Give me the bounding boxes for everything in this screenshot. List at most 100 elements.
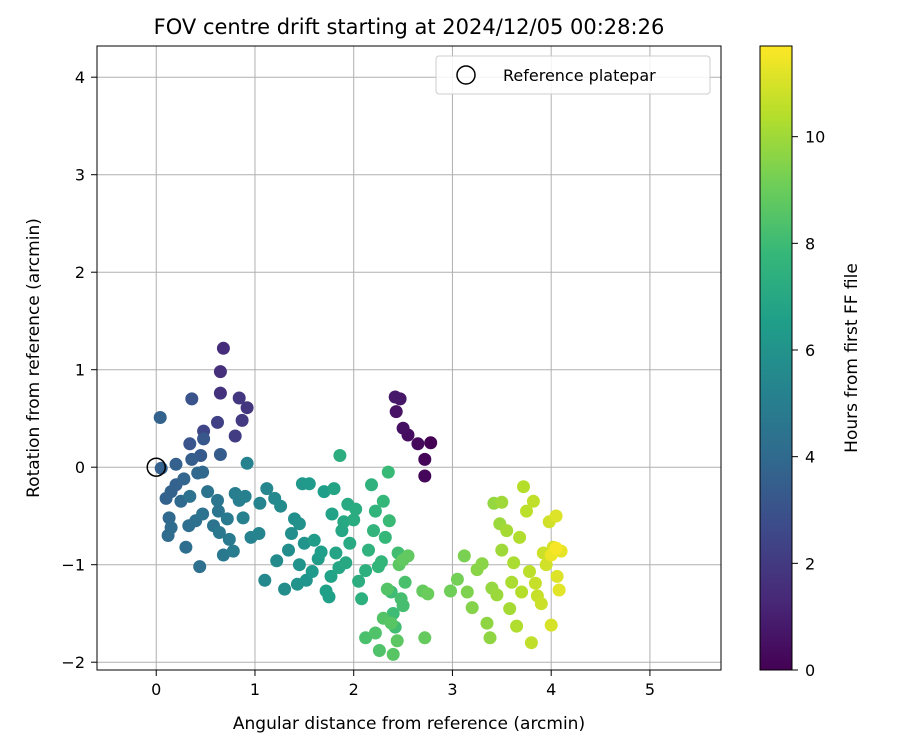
data-point xyxy=(398,575,412,589)
reference-layer xyxy=(146,457,166,477)
data-point xyxy=(292,558,306,572)
data-point xyxy=(401,549,415,563)
data-point xyxy=(483,631,497,645)
data-point xyxy=(418,452,432,466)
y-axis-ticks: −2 −1 0 1 2 3 4 xyxy=(61,68,97,672)
data-point xyxy=(384,616,398,630)
data-point xyxy=(418,631,432,645)
data-point xyxy=(534,597,548,611)
y-tick-label: 4 xyxy=(75,68,85,87)
data-point xyxy=(388,390,402,404)
data-point xyxy=(523,565,536,578)
data-point xyxy=(386,647,400,661)
data-point xyxy=(359,631,373,645)
data-point xyxy=(374,555,388,569)
data-point xyxy=(302,477,316,491)
data-point xyxy=(213,365,227,379)
data-point xyxy=(380,582,394,596)
data-point xyxy=(270,554,284,568)
data-point xyxy=(212,526,226,539)
data-point xyxy=(382,514,396,528)
data-point xyxy=(324,569,338,583)
data-point xyxy=(183,437,197,451)
data-point xyxy=(372,644,386,657)
data-point xyxy=(185,392,199,406)
data-point xyxy=(378,530,392,544)
data-point xyxy=(282,543,295,557)
colorbar-tick-label: 6 xyxy=(805,341,815,360)
data-point xyxy=(475,557,489,571)
x-axis-ticks: 0 1 2 3 4 5 xyxy=(151,670,655,699)
data-point xyxy=(503,602,517,616)
data-point xyxy=(232,391,246,405)
data-point xyxy=(517,480,530,494)
data-point xyxy=(216,548,230,562)
data-point xyxy=(505,575,519,589)
reference-platepar-marker xyxy=(146,457,166,477)
legend-box xyxy=(435,55,711,95)
y-tick-label: −1 xyxy=(61,556,85,575)
x-axis-label: Angular distance from reference (arcmin) xyxy=(233,714,585,734)
data-point xyxy=(390,634,404,648)
data-point xyxy=(213,448,227,461)
data-point xyxy=(305,565,319,578)
data-point xyxy=(285,527,298,540)
data-point xyxy=(201,485,215,499)
data-point xyxy=(421,587,435,601)
data-point xyxy=(213,386,227,400)
data-point xyxy=(549,509,563,523)
data-point xyxy=(362,543,375,557)
data-point xyxy=(376,494,390,508)
data-point xyxy=(368,626,382,640)
data-point xyxy=(359,564,373,578)
data-point xyxy=(179,540,193,554)
data-point xyxy=(240,456,254,470)
data-point xyxy=(368,504,382,518)
data-point xyxy=(339,556,353,570)
y-axis-label: Rotation from reference (arcmin) xyxy=(24,218,44,498)
data-point xyxy=(240,401,254,415)
data-point xyxy=(524,636,538,650)
x-tick-label: 5 xyxy=(645,680,655,699)
data-point xyxy=(317,485,331,499)
data-point xyxy=(386,607,400,620)
data-point xyxy=(552,583,566,597)
data-point xyxy=(220,512,234,526)
legend: Reference platepar xyxy=(435,55,711,95)
data-point xyxy=(327,482,341,496)
data-point xyxy=(495,495,509,509)
plot-frame xyxy=(96,45,722,671)
data-point xyxy=(252,527,266,540)
x-tick-label: 4 xyxy=(546,680,556,699)
data-point xyxy=(292,517,306,531)
data-point xyxy=(550,569,564,583)
y-tick-label: −2 xyxy=(61,653,85,672)
data-point xyxy=(153,411,167,424)
data-point xyxy=(169,457,183,471)
data-point xyxy=(480,616,494,630)
data-point xyxy=(343,536,357,550)
colorbar-tick-label: 10 xyxy=(805,128,825,147)
data-point xyxy=(444,584,457,598)
data-point xyxy=(450,572,464,586)
data-point xyxy=(314,545,328,559)
colorbar-tick-label: 0 xyxy=(805,661,815,680)
data-point xyxy=(226,544,240,558)
data-point xyxy=(495,543,509,557)
data-point xyxy=(211,493,224,507)
data-point xyxy=(510,619,524,633)
data-point xyxy=(500,524,514,538)
data-point xyxy=(211,415,224,429)
x-tick-label: 0 xyxy=(151,680,161,699)
data-point xyxy=(193,560,207,574)
data-point xyxy=(367,524,380,538)
data-point xyxy=(236,511,250,525)
data-point xyxy=(216,341,230,355)
data-point xyxy=(349,502,363,516)
colorbar xyxy=(759,45,793,671)
data-points xyxy=(153,341,568,661)
data-point xyxy=(222,532,236,546)
